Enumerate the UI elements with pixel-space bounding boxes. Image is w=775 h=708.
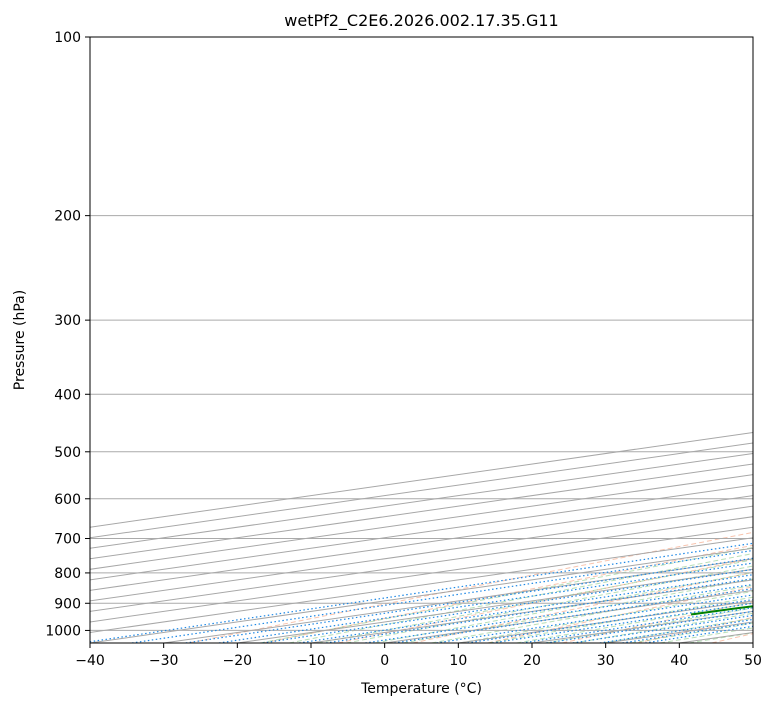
- moist-adiabat: [346, 565, 753, 643]
- dry-adiabat: [487, 586, 753, 643]
- x-tick-label: 50: [744, 653, 762, 669]
- isotherm-line: [90, 526, 753, 623]
- chart-title: wetPf2_C2E6.2026.002.17.35.G11: [284, 11, 558, 31]
- dry-adiabat: [263, 544, 753, 643]
- moist-adiabat: [459, 590, 753, 643]
- isotherm-line: [90, 463, 753, 560]
- moist-adiabat: [403, 578, 753, 643]
- dry-adiabat: [188, 531, 753, 643]
- isotherm-line: [90, 495, 753, 591]
- y-tick-label: 700: [54, 532, 81, 548]
- x-tick-label: 30: [597, 653, 615, 669]
- mixing-ratio-line: [492, 602, 753, 643]
- isotherm-line: [90, 537, 753, 633]
- mixing-ratio-line: [436, 594, 753, 643]
- moist-adiabat: [317, 559, 753, 643]
- x-tick-label: −40: [75, 653, 105, 669]
- x-tick-label: −20: [223, 653, 253, 669]
- y-tick-label: 600: [54, 492, 81, 508]
- y-tick-label: 900: [54, 596, 81, 612]
- axis-ticks: −40 −30 −20 −10 0 10 20 30 40 50 100 200 300 400 500 60…: [45, 30, 762, 669]
- grid-layer: [90, 37, 753, 643]
- x-tick-label: 40: [670, 653, 688, 669]
- x-tick-label: −10: [296, 653, 326, 669]
- y-tick-label: 400: [54, 387, 81, 403]
- isotherm-line: [90, 516, 753, 612]
- y-tick-label: 300: [54, 313, 81, 329]
- y-tick-label: 1000: [45, 623, 81, 639]
- mixing-ratio-line: [394, 588, 753, 643]
- y-tick-label: 100: [54, 30, 81, 46]
- y-tick-label: 500: [54, 445, 81, 461]
- x-tick-label: 20: [523, 653, 541, 669]
- isotherm-line: [90, 505, 753, 602]
- x-tick-label: −30: [149, 653, 179, 669]
- dry-adiabat: [338, 558, 753, 643]
- y-tick-label: 800: [54, 566, 81, 582]
- y-tick-label: 200: [54, 209, 81, 225]
- y-axis-label: Pressure (hPa): [12, 290, 28, 390]
- plot-frame: [89, 36, 754, 644]
- isotherm-line: [90, 474, 753, 570]
- x-tick-label: 10: [449, 653, 467, 669]
- mixing-ratio-line: [467, 598, 753, 643]
- isotherm-line: [90, 453, 753, 549]
- mixing-ratio-line: [218, 562, 753, 643]
- isotherm-line: [90, 484, 753, 581]
- x-tick-label: 0: [380, 653, 389, 669]
- mixing-ratio-line: [90, 542, 753, 643]
- x-axis-label: Temperature (°C): [360, 681, 482, 697]
